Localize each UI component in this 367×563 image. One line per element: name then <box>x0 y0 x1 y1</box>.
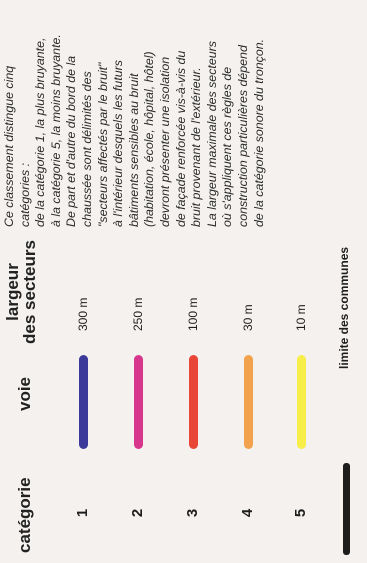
category-number: 3 <box>184 508 201 518</box>
sector-width-value: 300 m <box>76 297 90 331</box>
header-largeur-line2: des secteurs <box>20 240 39 344</box>
description-line: où s'appliquent ces règles de <box>220 66 235 227</box>
road-color-swatch <box>189 355 198 449</box>
road-color-swatch <box>297 355 306 449</box>
description-text: Ce classement distingue cinq catégories :… <box>2 5 267 227</box>
description-line: à l'intérieur desquels les futurs <box>111 60 126 227</box>
description-line: Ce classement distingue cinq <box>2 65 16 227</box>
road-color-swatch <box>134 355 143 449</box>
header-categorie: catégorie <box>15 477 34 553</box>
header-voie: voie <box>15 376 34 411</box>
description-line: (habitation, école, hôpital, hôtel) <box>142 51 157 227</box>
description-line: bruit provenant de l'extérieur. <box>189 67 204 227</box>
header-largeur-secteurs: largeur des secteurs <box>3 237 39 347</box>
commune-limit-label: limite des communes <box>337 246 351 369</box>
description-line: de la catégorie sonore du tronçon. <box>251 38 266 227</box>
category-number: 4 <box>239 508 256 518</box>
description-line: chaussée sont délimités des <box>79 71 94 227</box>
description-line: de façade renforcée vis-à-vis du <box>173 50 188 227</box>
category-number: 2 <box>129 508 146 518</box>
sector-width-value: 10 m <box>294 304 308 331</box>
category-number: 1 <box>74 508 91 518</box>
description-line: "secteurs affectés par le bruit" <box>95 62 110 227</box>
description-line: catégories : <box>17 162 32 227</box>
description-line: à la catégorie 5, la moins bruyante. <box>48 34 63 227</box>
sector-width-value: 30 m <box>241 304 255 331</box>
description-line: La largeur maximale des secteurs <box>204 41 219 227</box>
sector-width-value: 250 m <box>131 297 145 331</box>
commune-limit-line <box>343 463 350 555</box>
description-line: bâtiments sensibles au bruit <box>126 73 141 227</box>
sector-width-value: 100 m <box>186 297 200 331</box>
category-number: 5 <box>292 508 309 518</box>
description-line: devront présenter une isolation <box>157 56 172 227</box>
road-color-swatch <box>244 355 253 449</box>
description-line: de la catégorie 1, la plus bruyante, <box>33 37 48 227</box>
description-line: De part et d'autre du bord de la <box>64 55 79 227</box>
road-color-swatch <box>79 355 88 449</box>
description-line: construction particulières dépend <box>235 45 250 227</box>
header-largeur-line1: largeur <box>3 263 22 321</box>
